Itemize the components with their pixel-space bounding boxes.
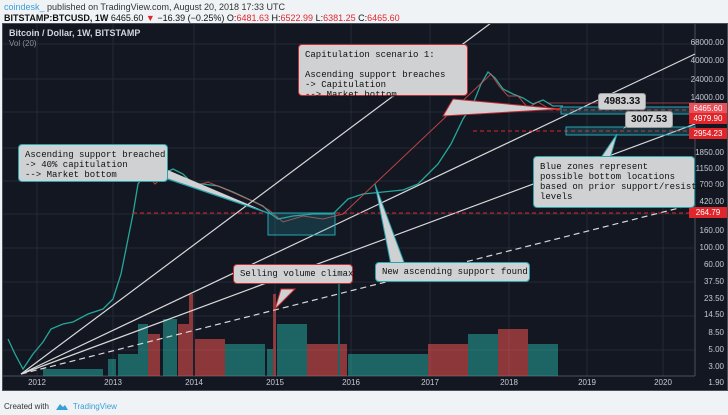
- y-tick: 8.50: [708, 328, 724, 337]
- blue-zones-callout[interactable]: Blue zones represent possible bottom loc…: [533, 156, 718, 208]
- x-tick: 2019: [578, 378, 596, 387]
- level-tag: 264.79: [689, 207, 727, 218]
- capitulation-callout[interactable]: Capitulation scenario 1: Ascending suppo…: [298, 44, 468, 100]
- publish-info: coindesk_ published on TradingView.com, …: [4, 2, 285, 12]
- volume-label: Vol (20): [9, 39, 37, 48]
- low-value: 6381.25: [323, 13, 356, 23]
- close-value: 6465.60: [367, 13, 400, 23]
- last-price: 6465.60: [110, 13, 144, 23]
- symbol: BITSTAMP:BTCUSD, 1W: [4, 13, 109, 23]
- new-support-callout[interactable]: New ascending support found: [375, 262, 530, 282]
- y-tick: 60.00: [703, 260, 724, 269]
- x-tick: 2014: [185, 378, 203, 387]
- level-tag: 2954.23: [689, 128, 727, 139]
- y-tick: 68000.00: [690, 38, 724, 47]
- y-tick: 3.00: [708, 362, 724, 371]
- close-label: C:: [358, 13, 368, 23]
- y-tick: 23.50: [703, 294, 724, 303]
- support-breached-callout[interactable]: Ascending support breached -> 40% capitu…: [18, 144, 168, 182]
- x-tick: 2020: [654, 378, 672, 387]
- y-tick: 1850.00: [695, 148, 724, 157]
- y-tick: 160.00: [699, 226, 724, 235]
- chart-area[interactable]: Bitcoin / Dollar, 1W, BITSTAMP Vol (20) …: [2, 23, 728, 391]
- publish-text: published on TradingView.com, August 20,…: [47, 2, 286, 12]
- x-tick: 2013: [104, 378, 122, 387]
- selling-volume-callout[interactable]: Selling volume climax: [233, 264, 353, 284]
- level-tag: 4979.90: [689, 113, 727, 124]
- y-tick: 14000.00: [690, 93, 724, 102]
- open-label: O:: [226, 13, 237, 23]
- low-label: L:: [315, 13, 324, 23]
- price-change: −16.39 (−0.25%): [157, 13, 225, 23]
- tradingview-link[interactable]: TradingView: [72, 401, 117, 411]
- high-label: H:: [271, 13, 281, 23]
- footer: Created with TradingView: [4, 401, 117, 411]
- price-label-3007[interactable]: 3007.53: [625, 111, 674, 128]
- y-tick: 5.00: [708, 345, 724, 354]
- x-tick: 2017: [421, 378, 439, 387]
- author-link[interactable]: coindesk_: [4, 2, 45, 12]
- y-tick: 24000.00: [690, 75, 724, 84]
- y-tick: 1.90: [708, 378, 724, 387]
- y-tick: 100.00: [699, 243, 724, 252]
- y-tick: 700.00: [699, 180, 724, 189]
- y-tick: 14.50: [703, 310, 724, 319]
- price-label-4983[interactable]: 4983.33: [598, 93, 647, 110]
- y-tick: 37.50: [703, 277, 724, 286]
- open-value: 6481.63: [236, 13, 269, 23]
- last-price-tag: 6465.60: [689, 103, 727, 114]
- x-tick: 2016: [342, 378, 360, 387]
- high-value: 6522.99: [280, 13, 314, 23]
- created-with-text: Created with: [4, 401, 49, 411]
- chart-title: Bitcoin / Dollar, 1W, BITSTAMP: [9, 28, 141, 38]
- x-tick: 2015: [266, 378, 284, 387]
- down-arrow-icon: ▼: [145, 13, 155, 23]
- tradingview-cloud-icon: [55, 404, 68, 410]
- x-tick: 2012: [28, 378, 46, 387]
- symbol-info: BITSTAMP:BTCUSD, 1W 6465.60 ▼ −16.39 (−0…: [4, 13, 400, 23]
- y-tick: 1150.00: [695, 164, 724, 173]
- x-tick: 2018: [500, 378, 518, 387]
- y-tick: 420.00: [699, 197, 724, 206]
- y-tick: 40000.00: [690, 56, 724, 65]
